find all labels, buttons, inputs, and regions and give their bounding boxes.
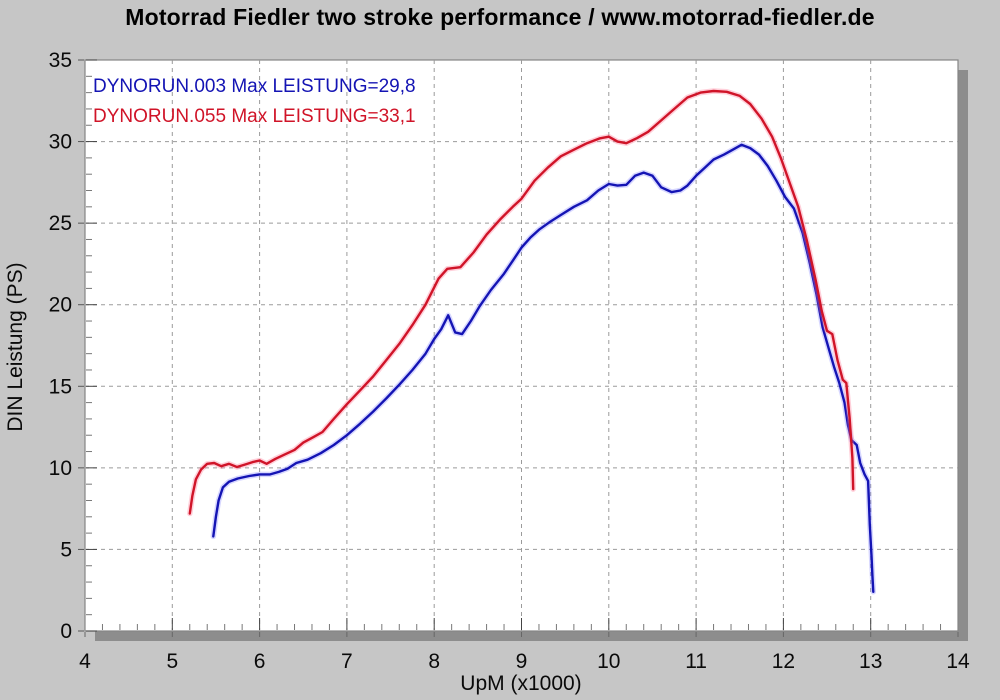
y-tick-label: 5 xyxy=(60,538,72,561)
tick-marks xyxy=(78,59,959,637)
y-tick-label: 20 xyxy=(49,294,72,317)
x-tick-label: 11 xyxy=(685,650,707,673)
chart-title: Motorrad Fiedler two stroke performance … xyxy=(125,4,875,30)
curve-dynorun.055 xyxy=(188,89,855,515)
y-tick-label: 25 xyxy=(49,212,72,235)
y-axis-title: DIN Leistung (PS) xyxy=(4,262,27,431)
y-tick-label: 30 xyxy=(49,131,72,154)
x-axis-title: UpM (x1000) xyxy=(460,672,581,695)
y-tick-label: 35 xyxy=(49,49,72,72)
y-tick-label: 15 xyxy=(49,375,72,398)
x-tick-label: 12 xyxy=(772,650,795,673)
curve-dynorun.003 xyxy=(212,143,875,593)
x-tick-label: 5 xyxy=(166,650,178,673)
tick-labels: 4 5 6 7 8 9 10 11 12 13 14 0 5 10 15 20 25 30 35 xyxy=(49,49,970,673)
x-tick-label: 10 xyxy=(597,650,620,673)
x-tick-label: 6 xyxy=(254,650,266,673)
legend-entry-dynorun-003: DYNORUN.003 Max LEISTUNG=29,8 xyxy=(93,76,416,97)
legend-entry-dynorun-055: DYNORUN.055 Max LEISTUNG=33,1 xyxy=(93,106,416,127)
x-tick-label: 7 xyxy=(341,650,353,673)
curves xyxy=(187,88,877,595)
x-tick-label: 14 xyxy=(946,650,970,673)
x-tick-label: 13 xyxy=(859,650,882,673)
y-tick-label: 0 xyxy=(60,620,72,643)
x-tick-label: 8 xyxy=(428,650,440,673)
y-tick-label: 10 xyxy=(49,457,72,480)
x-tick-label: 9 xyxy=(516,650,528,673)
x-tick-label: 4 xyxy=(79,650,91,673)
